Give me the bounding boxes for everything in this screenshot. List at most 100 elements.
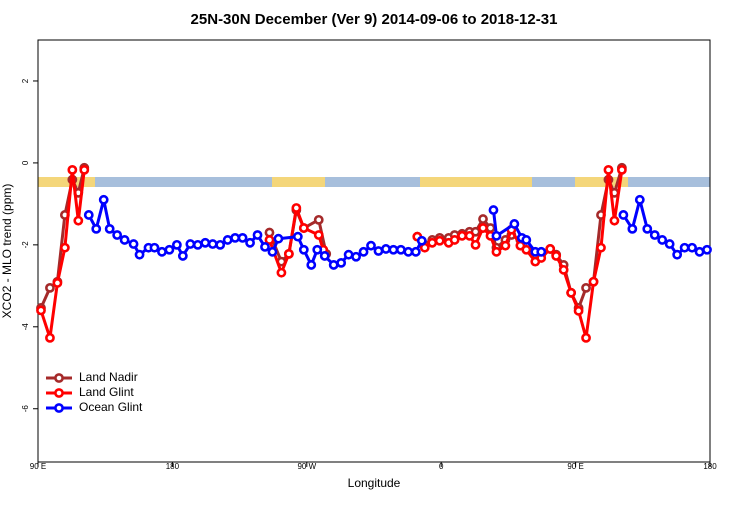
x-tick-label: 180 bbox=[703, 462, 717, 471]
data-point bbox=[657, 235, 668, 245]
x-tick-label: 90 E bbox=[30, 462, 46, 471]
data-point bbox=[478, 223, 488, 233]
data-point bbox=[104, 223, 115, 234]
ocean-band bbox=[38, 177, 710, 187]
land-band bbox=[38, 177, 95, 187]
y-tick-label: 0 bbox=[21, 160, 30, 165]
data-point bbox=[702, 244, 712, 255]
data-point bbox=[551, 251, 562, 261]
data-point bbox=[119, 235, 130, 245]
data-point bbox=[566, 287, 577, 298]
data-point bbox=[134, 249, 145, 260]
data-point bbox=[664, 239, 675, 249]
data-point bbox=[627, 223, 638, 234]
y-axis-label: XCO2 - MLO trend (ppm) bbox=[0, 184, 14, 319]
data-point bbox=[313, 214, 324, 225]
data-point bbox=[687, 242, 697, 253]
data-point bbox=[464, 230, 475, 241]
data-point bbox=[298, 244, 309, 255]
data-point bbox=[558, 264, 569, 275]
data-point bbox=[283, 248, 294, 259]
data-point bbox=[672, 249, 683, 260]
data-point bbox=[381, 244, 391, 254]
data-point bbox=[36, 305, 46, 316]
data-point bbox=[328, 260, 339, 270]
data-point bbox=[485, 223, 496, 233]
data-point bbox=[312, 244, 323, 255]
data-point bbox=[298, 223, 309, 233]
data-point bbox=[336, 257, 347, 268]
data-point bbox=[491, 246, 502, 257]
data-point bbox=[491, 230, 502, 241]
data-point bbox=[59, 242, 70, 253]
y-tick-label: -4 bbox=[21, 323, 30, 331]
data-point bbox=[112, 230, 123, 240]
data-point bbox=[230, 232, 241, 243]
data-point bbox=[164, 244, 175, 255]
data-point bbox=[171, 239, 182, 250]
data-point bbox=[306, 260, 317, 270]
data-point bbox=[98, 194, 109, 205]
data-point bbox=[313, 230, 324, 240]
data-point bbox=[67, 164, 78, 175]
data-point bbox=[73, 215, 84, 226]
legend-label: Land Glint bbox=[79, 385, 134, 399]
legend-label: Land Nadir bbox=[79, 370, 138, 384]
data-point bbox=[509, 219, 520, 229]
data-point bbox=[573, 305, 584, 316]
data-point bbox=[488, 205, 499, 215]
data-point bbox=[588, 276, 599, 287]
data-point bbox=[291, 203, 302, 213]
data-point bbox=[319, 251, 330, 261]
x-tick-label: 90 E bbox=[567, 462, 583, 471]
data-point bbox=[521, 235, 532, 245]
data-point bbox=[128, 239, 139, 249]
x-tick-label: 180 bbox=[166, 462, 180, 471]
data-point bbox=[388, 244, 399, 255]
land-band bbox=[575, 177, 628, 187]
data-point bbox=[500, 240, 511, 251]
data-point bbox=[618, 210, 629, 220]
y-tick-label: -6 bbox=[21, 405, 30, 413]
data-point bbox=[478, 214, 488, 224]
data-point bbox=[634, 194, 645, 205]
data-point bbox=[149, 242, 160, 253]
data-point bbox=[373, 246, 384, 256]
data-point bbox=[616, 164, 627, 175]
data-point bbox=[603, 164, 614, 175]
data-point bbox=[596, 242, 606, 253]
data-point bbox=[457, 230, 468, 241]
data-point bbox=[237, 232, 248, 243]
data-point bbox=[267, 246, 278, 257]
data-point bbox=[45, 282, 55, 293]
data-point bbox=[185, 239, 196, 249]
data-point bbox=[609, 215, 620, 226]
data-point bbox=[427, 237, 438, 248]
y-tick-label: -2 bbox=[21, 241, 30, 249]
data-point bbox=[434, 235, 445, 246]
data-point bbox=[222, 235, 233, 245]
data-point bbox=[45, 332, 55, 343]
land-band bbox=[272, 177, 325, 187]
legend-marker bbox=[54, 403, 64, 413]
data-point bbox=[694, 246, 705, 257]
data-point bbox=[642, 223, 653, 234]
data-point bbox=[177, 251, 188, 261]
data-point bbox=[343, 249, 354, 260]
data-point bbox=[358, 246, 369, 257]
data-point bbox=[245, 237, 255, 248]
data-point bbox=[273, 233, 284, 244]
data-point bbox=[581, 332, 591, 343]
x-tick-label: 90 W bbox=[297, 462, 316, 471]
data-point bbox=[91, 223, 102, 234]
land-band bbox=[420, 177, 532, 187]
chart-title: 25N-30N December (Ver 9) 2014-09-06 to 2… bbox=[191, 11, 558, 28]
data-point bbox=[536, 246, 547, 257]
data-point bbox=[521, 244, 532, 255]
data-point bbox=[649, 230, 660, 240]
legend-marker bbox=[54, 373, 64, 383]
data-point bbox=[264, 235, 275, 245]
data-point bbox=[403, 246, 414, 257]
